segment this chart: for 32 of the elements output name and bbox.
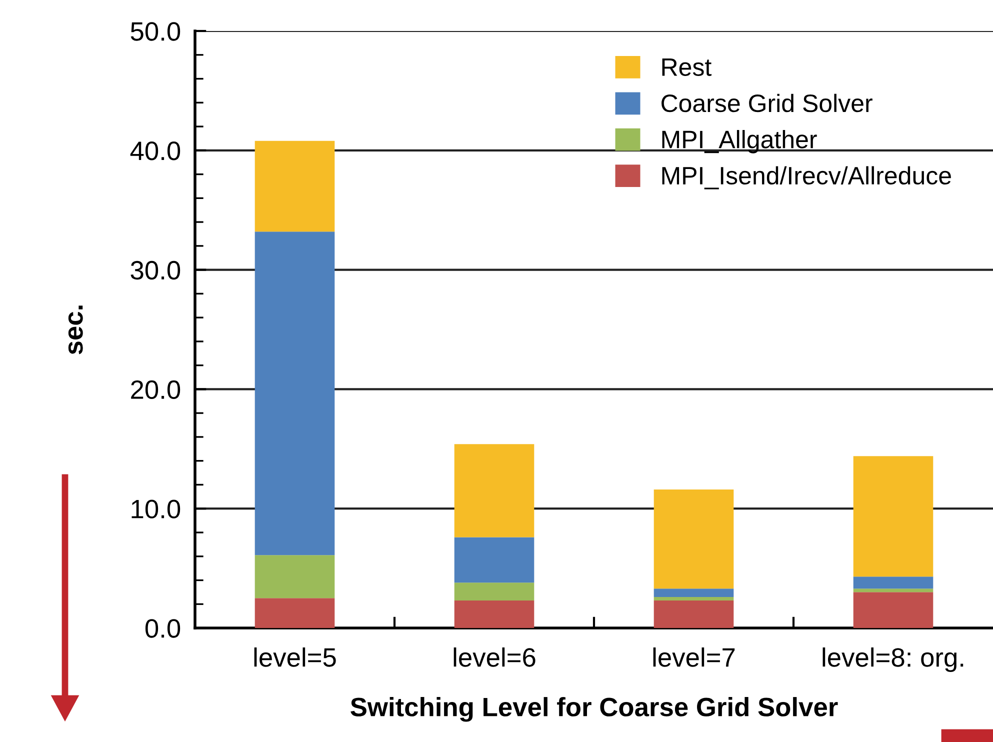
bar xyxy=(454,444,534,538)
bar xyxy=(254,598,335,628)
legend-label: Coarse Grid Solver xyxy=(662,94,872,112)
x-tick-label: level=7 xyxy=(653,647,735,667)
bar xyxy=(853,588,934,592)
x-tick-label: level=8: org. xyxy=(822,647,964,672)
bar xyxy=(254,140,335,232)
x-tick-label: level=5 xyxy=(254,647,336,667)
y-tick-label: 50.0 xyxy=(130,22,180,41)
y-tick-label: 20.0 xyxy=(131,380,180,400)
bar xyxy=(853,576,934,589)
y-tick-label: 30.0 xyxy=(130,260,180,280)
x-tick-label: level=6 xyxy=(454,647,536,667)
bar xyxy=(254,232,335,556)
bar xyxy=(654,489,734,589)
bar xyxy=(254,555,335,598)
bar xyxy=(853,592,934,628)
bar xyxy=(654,600,734,628)
y-tick-label: 0.0 xyxy=(145,619,180,638)
bar xyxy=(654,588,734,597)
legend-label: MPI_Isend/Irecv/Allreduce xyxy=(662,166,951,190)
bar xyxy=(454,537,534,583)
y-axis-title: sec. xyxy=(68,306,83,354)
y-tick-label: 40.0 xyxy=(130,142,180,160)
legend-label: MPI_Allgather xyxy=(662,130,817,154)
x-axis-title: Switching Level for Coarse Grid Solver xyxy=(350,697,838,722)
bar xyxy=(454,582,534,601)
bar xyxy=(454,600,534,628)
y-tick-label: 10.0 xyxy=(132,500,180,518)
bar xyxy=(853,456,934,577)
legend-label: Rest xyxy=(662,58,712,76)
bar xyxy=(654,596,734,601)
